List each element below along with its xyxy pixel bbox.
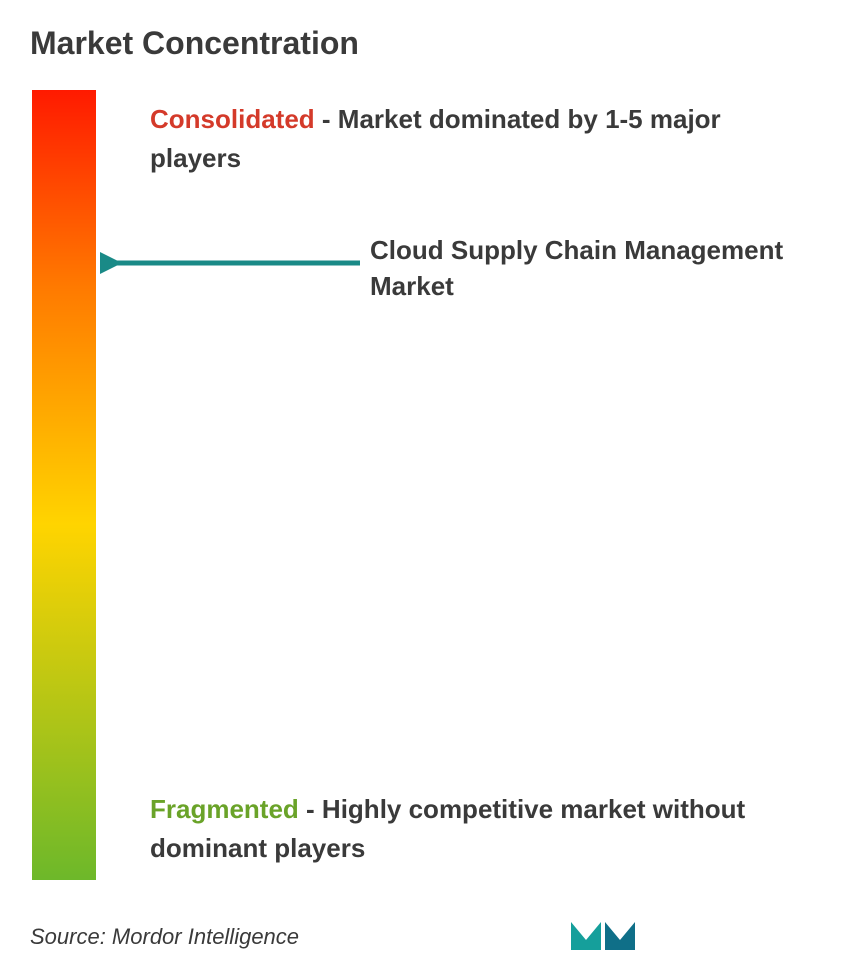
market-position-arrow	[100, 248, 360, 278]
consolidated-label: Consolidated	[150, 104, 315, 134]
market-label: Cloud Supply Chain Management Market	[370, 232, 830, 305]
fragmented-caption: Fragmented - Highly competitive market w…	[150, 790, 810, 868]
source-text: Source: Mordor Intelligence	[30, 924, 299, 950]
consolidated-caption: Consolidated - Market dominated by 1-5 m…	[150, 100, 810, 178]
fragmented-label: Fragmented	[150, 794, 299, 824]
brand-logo	[568, 910, 638, 955]
concentration-gradient-bar	[32, 90, 96, 880]
page-title: Market Concentration	[30, 25, 359, 62]
